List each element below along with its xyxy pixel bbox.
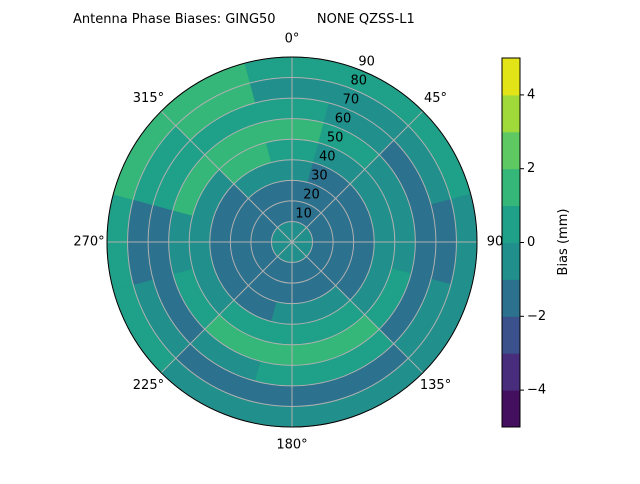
- angle-tick-label: 135°: [420, 378, 451, 393]
- angle-tick-labels: 0° 45° 90 135° 180° 225° 270° 315°: [73, 32, 503, 453]
- angle-gridline: [291, 241, 424, 374]
- polar-plot: 10 20 30 40 50 60 70 80 90 0° 45° 90 135° 180° 225° 27…: [73, 32, 503, 453]
- angle-tick-label: 45°: [424, 91, 447, 106]
- radial-tick-label: 60: [335, 111, 352, 126]
- radial-tick-label: 50: [327, 130, 344, 145]
- angle-tick-label: 0°: [285, 32, 300, 47]
- colorbar-tick-label: 2: [527, 161, 535, 176]
- radial-tick-label: 10: [295, 206, 312, 221]
- angle-tick-label: 180°: [276, 438, 307, 453]
- colorbar-label: Bias (mm): [556, 209, 571, 276]
- colorbar-tick-label: 0: [527, 235, 535, 250]
- radial-tick-label: 70: [343, 92, 360, 107]
- angle-tick-label: 225°: [133, 378, 164, 393]
- angle-gridline: [291, 110, 424, 243]
- polar-grid: [106, 56, 478, 428]
- angle-tick-label: 315°: [133, 91, 164, 106]
- radial-tick-label: 90: [358, 54, 375, 69]
- colorbar-band: [502, 316, 520, 354]
- radial-tick-labels: 10 20 30 40 50 60 70 80 90: [295, 54, 374, 221]
- colorbar-band: [502, 131, 520, 170]
- colorbar-tick-label: −2: [527, 309, 546, 324]
- polar-frame: [106, 56, 478, 428]
- radial-tick-label: 30: [311, 168, 328, 183]
- colorbar-tick-label: 4: [527, 87, 535, 102]
- colorbar-band: [502, 205, 520, 243]
- colorbar-tick-label: −4: [527, 383, 546, 398]
- colorbar-band: [502, 94, 520, 133]
- radial-tick-label: 80: [350, 73, 367, 88]
- colorbar-band: [502, 58, 520, 96]
- chart-title: Antenna Phase Biases: GING50 NONE QZSS-L…: [73, 12, 415, 27]
- colorbar-band: [502, 242, 520, 280]
- colorbar-band: [502, 279, 520, 317]
- colorbar-band: [502, 390, 520, 428]
- angle-gridline: [160, 110, 293, 243]
- radial-tick-label: 40: [319, 149, 336, 164]
- angle-gridline: [160, 241, 293, 374]
- colorbar-band: [502, 168, 520, 207]
- angle-tick-label: 270°: [73, 235, 104, 250]
- colorbar: 4 2 0 −2 −4 Bias (mm): [501, 57, 571, 428]
- colorbar-band: [502, 353, 520, 391]
- radial-tick-label: 20: [303, 187, 320, 202]
- angle-tick-label: 90: [487, 235, 504, 250]
